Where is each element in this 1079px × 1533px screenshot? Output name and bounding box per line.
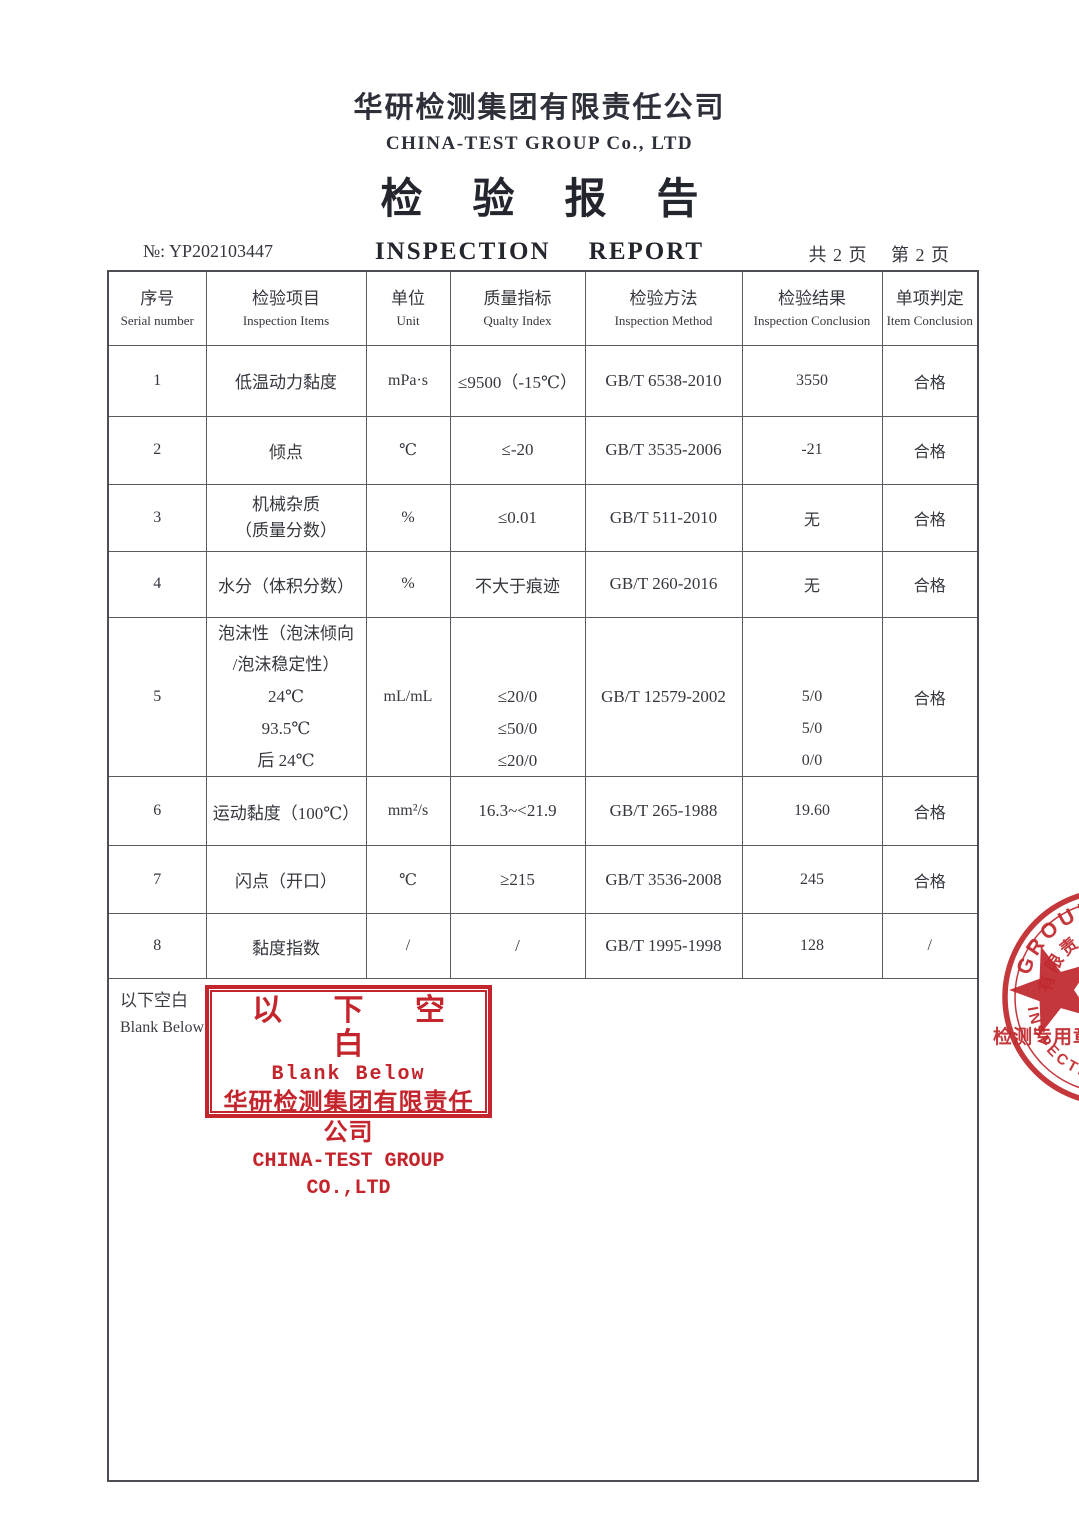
- cell-conclusion: 合格: [881, 483, 979, 552]
- cell-unit: ℃: [365, 845, 451, 915]
- table-row: 7 闪点（开口） ℃ ≥215 GB/T 3536-2008 245 合格: [107, 845, 979, 915]
- cell-conclusion: 合格: [881, 550, 979, 618]
- seal-center-text: 检测专用章: [993, 1025, 1079, 1048]
- cell-method: GB/T 511-2010: [584, 483, 743, 552]
- cell-conclusion: /: [881, 913, 979, 980]
- cell-serial: 8: [107, 913, 207, 980]
- table-row: 4 水分（体积分数） % 不大于痕迹 GB/T 260-2016 无 合格: [107, 550, 979, 618]
- cell-index: /: [449, 913, 586, 980]
- report-title-en: INSPECTION REPORT: [374, 238, 705, 265]
- table-row: 2 倾点 ℃ ≤-20 GB/T 3535-2006 -21 合格: [107, 415, 979, 485]
- table-row: 6 运动黏度（100℃） mm²/s 16.3~<21.9 GB/T 265-1…: [107, 776, 979, 847]
- total-pages: 共 2 页: [808, 245, 868, 265]
- cell-method: GB/T 3535-2006: [584, 415, 743, 485]
- cell-result: 128: [741, 913, 883, 980]
- cell-serial: 1: [107, 344, 207, 417]
- blank-below-stamp: 以 下 空 白 Blank Below 华研检测集团有限责任公司 CHINA-T…: [205, 985, 492, 1200]
- cell-index: ≤9500（-15℃）: [449, 344, 586, 417]
- cell-unit: /: [365, 913, 451, 980]
- cell-method: GB/T 12579-2002: [584, 616, 743, 778]
- report-title-cn: 检验报告: [380, 177, 749, 223]
- cell-serial: 4: [107, 550, 207, 618]
- cell-method: GB/T 265-1988: [584, 776, 743, 847]
- cell-serial: 2: [107, 415, 207, 485]
- cell-item: 低温动力黏度: [205, 344, 367, 417]
- cell-method: GB/T 3536-2008: [584, 845, 743, 915]
- cell-result: 无: [741, 550, 883, 618]
- cell-item: 水分（体积分数）: [205, 550, 367, 618]
- cell-result: 无: [741, 483, 883, 552]
- table-row: 5 泡沫性（泡沫倾向 /泡沫稳定性） 24℃ 93.5℃ 后 24℃ mL/mL…: [107, 616, 979, 778]
- cell-item: 闪点（开口）: [205, 845, 367, 915]
- company-name-cn: 华研检测集团有限责任公司: [353, 92, 726, 124]
- cell-conclusion: 合格: [881, 616, 979, 778]
- cell-serial: 6: [107, 776, 207, 847]
- cell-item: 机械杂质 （质量分数）: [205, 483, 367, 552]
- cell-serial: 7: [107, 845, 207, 915]
- cell-item: 运动黏度（100℃）: [205, 776, 367, 847]
- cell-index: ≤20/0 ≤50/0 ≤20/0: [449, 616, 586, 778]
- cell-result: -21: [741, 415, 883, 485]
- report-number: №: YP202103447: [143, 241, 273, 262]
- page-info: 共 2 页 第 2 页: [791, 241, 951, 267]
- cell-result: 245: [741, 845, 883, 915]
- current-page: 第 2 页: [891, 245, 950, 265]
- cell-unit: mPa·s: [365, 344, 451, 417]
- inspection-table: 序号 Serial number 检验项目 Inspection Items 单位 U…: [107, 270, 979, 1483]
- cell-index: 16.3~<21.9: [449, 776, 586, 847]
- blank-below-row: 以下空白 Blank Below 以 下 空 白 Blank Below 华研检…: [107, 978, 979, 1482]
- stamp-line-cn: 以 下 空 白: [252, 994, 467, 1062]
- cell-item: 倾点: [205, 415, 367, 485]
- blank-below-cell: 以下空白 Blank Below 以 下 空 白 Blank Below 华研检…: [107, 978, 979, 1482]
- column-header-unit: 单位 Unit: [365, 270, 451, 346]
- table-header-row: 序号 Serial number 检验项目 Inspection Items 单位 U…: [107, 270, 979, 346]
- cell-result: 5/0 5/0 0/0: [741, 616, 883, 778]
- cell-conclusion: 合格: [881, 344, 979, 417]
- document-header: 华研检测集团有限责任公司 CHINA-TEST GROUP Co., LTD 检…: [0, 84, 1079, 266]
- cell-unit: ℃: [365, 415, 451, 485]
- cell-serial: 5: [107, 616, 207, 778]
- column-header-method: 检验方法 Inspection Method: [584, 270, 743, 346]
- table-row: 3 机械杂质 （质量分数） % ≤0.01 GB/T 511-2010 无 合格: [107, 483, 979, 552]
- cell-unit: %: [365, 550, 451, 618]
- cell-unit: mL/mL: [365, 616, 451, 778]
- cell-method: GB/T 6538-2010: [584, 344, 743, 417]
- cell-index: ≥215: [449, 845, 586, 915]
- cell-unit: mm²/s: [365, 776, 451, 847]
- cell-conclusion: 合格: [881, 845, 979, 915]
- blank-below-label: 以下空白 Blank Below: [120, 991, 204, 1037]
- cell-item: 泡沫性（泡沫倾向 /泡沫稳定性） 24℃ 93.5℃ 后 24℃: [205, 616, 367, 778]
- seal-star: [1009, 946, 1079, 1034]
- meta-row: №: YP202103447 共 2 页 第 2 页: [107, 241, 977, 267]
- report-number-label: №:: [143, 241, 166, 261]
- report-number-value: YP202103447: [169, 241, 274, 261]
- column-header-index: 质量指标 Qualty Index: [449, 270, 586, 346]
- column-header-conclusion: 单项判定 Item Conclusion: [881, 270, 979, 346]
- table-row: 8 黏度指数 / / GB/T 1995-1998 128 /: [107, 913, 979, 980]
- stamp-company-en: CHINA-TEST GROUP CO.,LTD: [252, 1150, 445, 1201]
- cell-conclusion: 合格: [881, 415, 979, 485]
- cell-method: GB/T 1995-1998: [584, 913, 743, 980]
- cell-index: ≤-20: [449, 415, 586, 485]
- company-name-en: CHINA-TEST GROUP Co., LTD: [385, 133, 694, 154]
- cell-index: 不大于痕迹: [449, 550, 586, 618]
- cell-result: 19.60: [741, 776, 883, 847]
- cell-index: ≤0.01: [449, 483, 586, 552]
- cell-item: 黏度指数: [205, 913, 367, 980]
- cell-unit: %: [365, 483, 451, 552]
- round-company-seal: GROUP 有限责任公司 INSPECTION 检测专用章: [993, 893, 1079, 1101]
- column-header-item: 检验项目 Inspection Items: [205, 270, 367, 346]
- column-header-serial: 序号 Serial number: [107, 270, 207, 346]
- stamp-line-en: Blank Below: [271, 1063, 426, 1087]
- cell-method: GB/T 260-2016: [584, 550, 743, 618]
- stamp-company-cn: 华研检测集团有限责任公司: [223, 1090, 474, 1147]
- cell-result: 3550: [741, 344, 883, 417]
- cell-serial: 3: [107, 483, 207, 552]
- column-header-result: 检验结果 Inspection Conclusion: [741, 270, 883, 346]
- cell-conclusion: 合格: [881, 776, 979, 847]
- table-row: 1 低温动力黏度 mPa·s ≤9500（-15℃） GB/T 6538-201…: [107, 344, 979, 417]
